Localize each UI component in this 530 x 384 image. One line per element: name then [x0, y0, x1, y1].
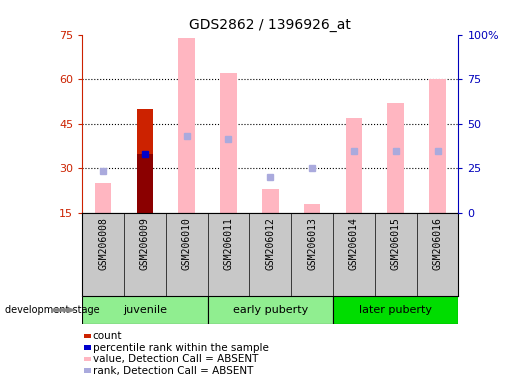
Bar — [137, 154, 153, 213]
Text: percentile rank within the sample: percentile rank within the sample — [93, 343, 268, 353]
Text: GSM206013: GSM206013 — [307, 217, 317, 270]
Text: early puberty: early puberty — [233, 305, 308, 315]
Text: juvenile: juvenile — [123, 305, 167, 315]
Text: GSM206009: GSM206009 — [140, 217, 150, 270]
Text: GSM206016: GSM206016 — [432, 217, 443, 270]
Text: development stage: development stage — [5, 305, 100, 315]
Text: GSM206015: GSM206015 — [391, 217, 401, 270]
Text: GSM206014: GSM206014 — [349, 217, 359, 270]
Bar — [429, 79, 446, 213]
Text: value, Detection Call = ABSENT: value, Detection Call = ABSENT — [93, 354, 258, 364]
Bar — [137, 109, 153, 154]
Text: GSM206012: GSM206012 — [266, 217, 275, 270]
Bar — [387, 103, 404, 213]
Bar — [137, 109, 153, 213]
Text: later puberty: later puberty — [359, 305, 432, 315]
Bar — [304, 204, 321, 213]
Bar — [82, 296, 208, 324]
Bar — [333, 296, 458, 324]
Bar — [346, 118, 363, 213]
Text: GSM206011: GSM206011 — [224, 217, 234, 270]
Text: GSM206008: GSM206008 — [98, 217, 108, 270]
Text: GSM206010: GSM206010 — [182, 217, 192, 270]
Bar — [178, 38, 195, 213]
Bar — [208, 296, 333, 324]
Text: count: count — [93, 331, 122, 341]
Bar — [262, 189, 279, 213]
Title: GDS2862 / 1396926_at: GDS2862 / 1396926_at — [189, 18, 351, 32]
Bar — [220, 73, 237, 213]
Bar — [95, 184, 111, 213]
Text: rank, Detection Call = ABSENT: rank, Detection Call = ABSENT — [93, 366, 253, 376]
